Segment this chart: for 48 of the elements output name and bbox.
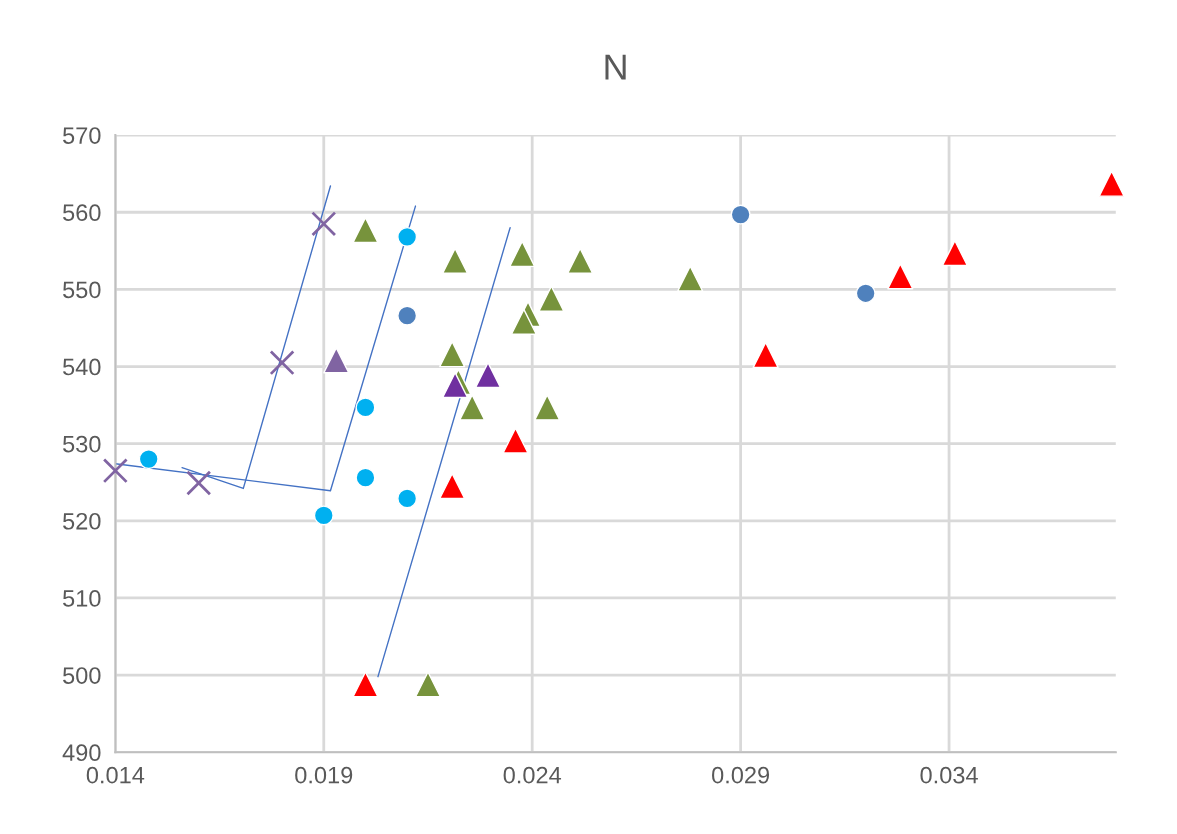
- point: [397, 488, 418, 509]
- point: [567, 247, 594, 274]
- point: [269, 350, 295, 376]
- point: [534, 394, 561, 421]
- point: [510, 308, 537, 335]
- x-tick-label: 0.014: [86, 766, 145, 784]
- point: [941, 240, 969, 267]
- x-tick-label: 0.019: [295, 766, 353, 784]
- point: [474, 361, 502, 389]
- y-tick-label: 560: [63, 204, 101, 222]
- point: [397, 226, 418, 247]
- y-tick-label: 550: [63, 281, 101, 299]
- x-tick-label: 0.034: [920, 766, 978, 784]
- x-tick-label: 0.029: [712, 766, 770, 784]
- point: [414, 671, 442, 698]
- point: [538, 285, 565, 312]
- point: [887, 263, 914, 290]
- chart-title: N: [605, 54, 626, 80]
- point: [752, 341, 779, 369]
- point: [1098, 170, 1125, 197]
- point: [677, 265, 704, 292]
- y-tick-label: 530: [63, 435, 101, 453]
- point: [502, 427, 529, 454]
- point: [439, 473, 466, 500]
- point: [459, 394, 486, 421]
- point: [355, 467, 376, 488]
- point: [186, 470, 212, 496]
- point: [352, 216, 379, 244]
- y-tick-label: 500: [63, 667, 101, 684]
- y-tick-label: 490: [62, 744, 101, 762]
- point: [138, 449, 159, 470]
- y-tick-label: 510: [63, 590, 101, 607]
- point: [102, 458, 128, 484]
- point: [855, 283, 876, 304]
- point: [323, 347, 350, 374]
- y-tick-label: 520: [63, 512, 101, 530]
- point: [441, 247, 469, 274]
- y-tick-label: 540: [63, 358, 101, 376]
- point: [439, 341, 466, 368]
- point: [730, 204, 751, 225]
- x-tick-label: 0.024: [503, 766, 562, 784]
- y-tick-label: 570: [63, 127, 101, 144]
- point: [311, 211, 337, 237]
- point: [313, 505, 334, 526]
- point: [509, 240, 536, 268]
- point: [397, 305, 418, 326]
- point: [355, 397, 376, 418]
- point: [352, 671, 379, 698]
